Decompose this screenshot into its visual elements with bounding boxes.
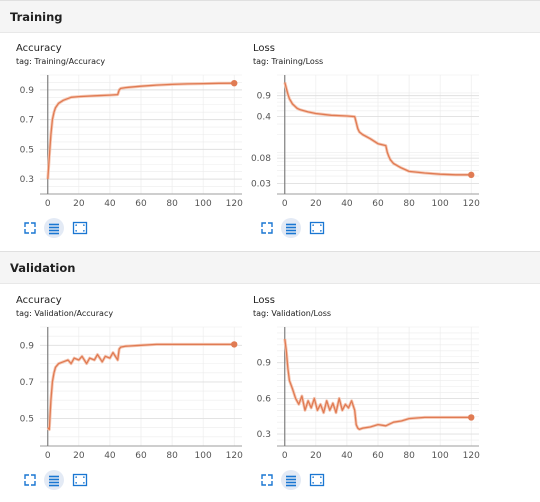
fit-domain-icon[interactable]: [70, 470, 90, 490]
y-tick-label: 0.9: [20, 341, 35, 351]
series-line: [284, 82, 472, 176]
expand-icon[interactable]: [20, 470, 40, 490]
y-tick-label: 0.3: [257, 430, 271, 440]
last-point-marker: [468, 414, 475, 421]
x-tick-label: 40: [341, 451, 353, 461]
x-tick-label: 60: [135, 199, 147, 209]
chart-card-training-loss: Loss tag: Training/Loss 0.03 0.08 0.4 0.9 0 2…: [247, 43, 502, 248]
chart-toolbar: [257, 218, 347, 240]
x-tick-label: 120: [463, 199, 480, 209]
y-tick-label: 0.6: [257, 394, 272, 404]
x-tick-label: 40: [104, 451, 116, 461]
x-tick-label: 120: [226, 451, 243, 461]
chart-tag: tag: Validation/Loss: [253, 309, 332, 318]
last-point-marker: [468, 171, 475, 179]
fit-domain-icon[interactable]: [307, 470, 327, 490]
chart-tag: tag: Training/Accuracy: [16, 57, 106, 66]
line-chart-validation-loss[interactable]: 0.3 0.6 0.9 0 20 40 60 80 100 120: [247, 321, 487, 466]
y-tick-label: 0.5: [20, 415, 34, 425]
x-tick-label: 40: [104, 199, 116, 209]
x-tick-label: 20: [310, 451, 322, 461]
x-tick-label: 0: [45, 199, 51, 209]
section-header-validation[interactable]: Validation: [0, 251, 540, 284]
y-tick-label: 0.9: [20, 86, 35, 96]
x-tick-label: 20: [73, 199, 85, 209]
last-point-marker: [231, 79, 238, 87]
data-table-icon[interactable]: [281, 218, 301, 238]
series-line: [284, 338, 472, 430]
x-tick-label: 40: [341, 199, 353, 209]
data-table-icon[interactable]: [44, 218, 64, 238]
chart-card-training-accuracy: Accuracy tag: Training/Accuracy 0.3 0.5 0.…: [10, 43, 265, 248]
chart-tag: tag: Training/Loss: [253, 57, 324, 66]
series-line: [47, 343, 235, 431]
x-tick-label: 80: [403, 451, 415, 461]
x-tick-label: 120: [463, 451, 480, 461]
line-chart-training-loss[interactable]: 0.03 0.08 0.4 0.9 0 20 40 60 80 100 120: [247, 69, 487, 214]
x-tick-label: 0: [282, 199, 288, 209]
data-table-icon[interactable]: [44, 470, 64, 490]
x-tick-label: 80: [403, 199, 415, 209]
x-tick-label: 120: [226, 199, 243, 209]
series-line: [47, 82, 235, 180]
chart-tag: tag: Validation/Accuracy: [16, 309, 114, 318]
section-title: Training: [10, 10, 63, 24]
chart-title: Accuracy: [16, 43, 62, 54]
chart-toolbar: [20, 470, 110, 492]
section-title: Validation: [10, 261, 76, 275]
x-tick-label: 100: [195, 451, 212, 461]
x-tick-label: 100: [195, 199, 212, 209]
x-tick-label: 20: [73, 451, 85, 461]
last-point-marker: [231, 341, 238, 348]
y-tick-label: 0.03: [251, 180, 271, 190]
x-tick-label: 100: [432, 451, 449, 461]
chart-toolbar: [257, 470, 347, 492]
line-chart-training-accuracy[interactable]: 0.3 0.5 0.7 0.9 0 20 40 60 80 100 120: [10, 69, 250, 214]
chart-title: Accuracy: [16, 295, 62, 306]
x-tick-label: 0: [282, 451, 288, 461]
y-tick-label: 0.9: [257, 92, 272, 102]
expand-icon[interactable]: [257, 470, 277, 490]
y-tick-label: 0.3: [20, 175, 34, 185]
fit-domain-icon[interactable]: [70, 218, 90, 238]
line-chart-validation-accuracy[interactable]: 0.5 0.7 0.9 0 20 40 60 80 100 120: [10, 321, 250, 466]
chart-card-validation-loss: Loss tag: Validation/Loss 0.3 0.6 0.9 0 20 40…: [247, 295, 502, 500]
x-tick-label: 100: [432, 199, 449, 209]
y-tick-label: 0.9: [257, 359, 272, 369]
x-tick-label: 60: [135, 451, 147, 461]
data-table-icon[interactable]: [281, 470, 301, 490]
chart-card-validation-accuracy: Accuracy tag: Validation/Accuracy 0.5 0.7…: [10, 295, 265, 500]
x-tick-label: 60: [372, 451, 384, 461]
chart-title: Loss: [253, 295, 275, 306]
x-tick-label: 80: [166, 451, 178, 461]
chart-title: Loss: [253, 43, 275, 54]
expand-icon[interactable]: [257, 218, 277, 238]
chart-toolbar: [20, 218, 110, 240]
section-header-training[interactable]: Training: [0, 0, 540, 33]
y-tick-label: 0.7: [20, 116, 34, 126]
x-tick-label: 80: [166, 199, 178, 209]
x-tick-label: 60: [372, 199, 384, 209]
y-tick-label: 0.4: [257, 113, 272, 123]
y-tick-label: 0.5: [20, 145, 34, 155]
x-tick-label: 0: [45, 451, 51, 461]
y-tick-label: 0.08: [251, 154, 271, 164]
expand-icon[interactable]: [20, 218, 40, 238]
fit-domain-icon[interactable]: [307, 218, 327, 238]
x-tick-label: 20: [310, 199, 322, 209]
y-tick-label: 0.7: [20, 378, 34, 388]
